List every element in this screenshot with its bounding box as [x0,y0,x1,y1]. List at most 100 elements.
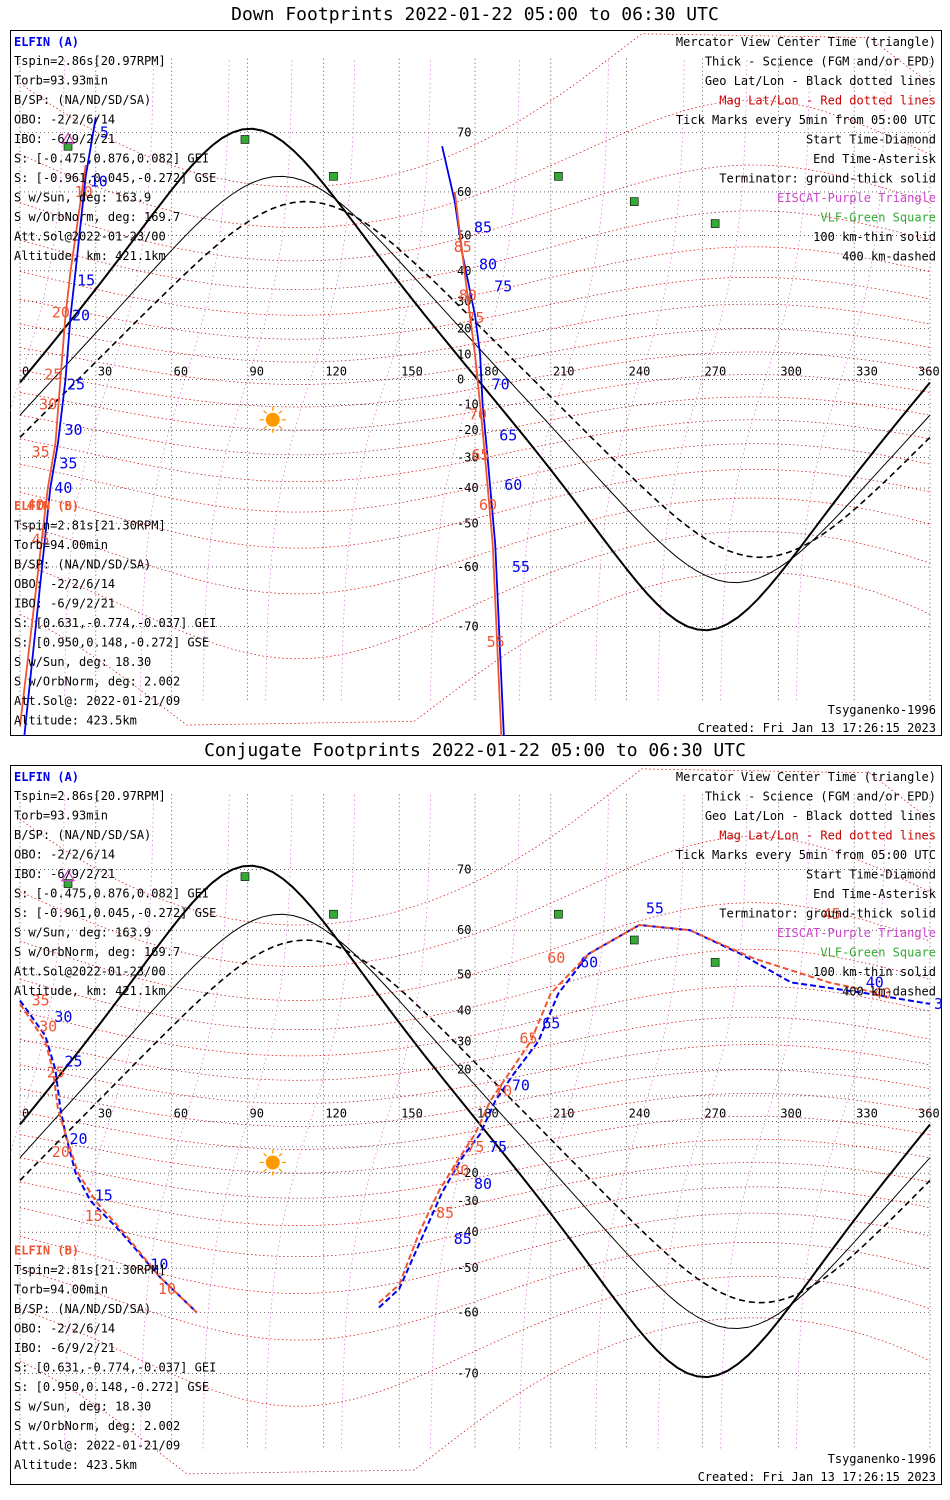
terminator-400km [19,200,931,559]
track-tick-label: 35 [32,443,50,461]
legend-line: 400 km-dashed [842,250,936,264]
mag-meridian [139,794,230,1449]
elfin-a-info-line: Torb=93.93min [14,74,108,88]
x-tick-label: 120 [325,364,347,378]
sun-marker [265,412,280,427]
track-tick-label: 55 [512,558,530,576]
elfin-b-info-line: Att.Sol@: 2022-01-21/09 [14,1439,180,1453]
elfin-b-info-line: OBO: -2/2/6/14 [14,577,115,591]
legend-line: Mag Lat/Lon - Red dotted lines [719,94,936,108]
y-tick-label: -70 [457,1366,479,1380]
y-tick-label: 70 [457,862,471,876]
elfin-b-info-line: Torb=94.00min [14,538,108,552]
track-tick-label: 65 [471,446,489,464]
mag-meridian [341,794,431,1449]
legend-line: Thick - Science (FGM and/or EPD) [705,790,936,804]
track-tick-label: 65 [519,1030,537,1048]
elfin-a-info-line: S w/OrbNorm, deg: 169.7 [14,945,180,959]
track-tick-label: 10 [158,1280,176,1298]
track-tick-label: 25 [64,1052,82,1070]
x-tick-label: 90 [250,364,264,378]
model-label: Tsyganenko-1996 [828,1452,936,1466]
track-tick-label: 15 [85,1207,103,1225]
mag-parallel [19,443,931,513]
vlf-site-marker [629,935,639,945]
track-tick-label: 45 [823,905,841,923]
sun-ray [263,1168,267,1173]
vlf-site-marker [329,172,338,181]
mag-parallel [19,571,931,726]
elfin-a-label: ELFIN (A) [14,770,79,784]
y-tick-label: -30 [457,451,479,465]
x-tick-label: 0 [22,364,29,378]
map-frame [10,30,942,736]
elfin-b-info-line: S w/Sun, deg: 18.30 [14,655,151,669]
track-tick-label: 15 [95,1186,113,1204]
y-tick-label: 50 [457,968,471,982]
elfin-b-info-line: S: [0.950,0.148,-0.272] GSE [14,1380,209,1394]
y-tick-label: -30 [457,1194,479,1208]
legend-line: Tick Marks every 5min from 05:00 UTC [676,113,936,127]
mag-parallel [19,164,931,262]
mag-meridian [10,58,65,413]
y-tick-label: -50 [457,1261,479,1275]
x-tick-label: 330 [856,364,878,378]
sun-ray [263,410,267,414]
track-tick-label: 30 [54,1008,72,1026]
x-tick-label: 270 [705,364,727,378]
y-tick-label: 60 [457,923,471,937]
mag-meridian [430,794,520,1449]
x-tick-label: 120 [325,1106,347,1120]
mag-meridian [139,58,230,701]
elfin-b-info-line: Altitude: 423.5km [14,1458,137,1472]
track-tick-label: 35 [59,454,77,472]
elfin-a-info-line: S w/Sun, deg: 163.9 [14,926,151,940]
track-tick-label: 5 [100,123,109,141]
track-elfin-b [453,191,503,736]
legend-line: Start Time-Diamond [806,868,936,882]
elfin-a-info-line: OBO: -2/2/6/14 [14,848,115,862]
vlf-site-marker [63,879,73,888]
track-tick-label: 30 [39,1018,57,1036]
elfin-a-info-line: S: [-0.475,0.876,0.082] GEI [14,152,209,166]
x-tick-label: 180 [477,364,499,378]
elfin-a-info-line: Altitude, km: 421.1km [14,249,166,263]
sun-ray [263,425,267,430]
track-tick-label: 80 [459,286,477,304]
elfin-b-info-line: Tspin=2.81s[21.30RPM] [14,1263,166,1277]
created-label: Created: Fri Jan 13 17:26:15 2023 [698,1470,936,1484]
track-tick-label: 25 [67,375,85,393]
track-tick-label: 40 [866,973,884,991]
track-tick-label: 70 [492,375,510,393]
mag-meridian [10,794,65,1156]
track-tick-label: 85 [474,219,492,237]
y-tick-label: 20 [457,1063,471,1077]
vlf-site-marker [329,909,338,919]
elfin-a-info-line: IBO: -6/9/2/21 [14,132,115,146]
mag-parallel [19,33,931,188]
legend-line: Start Time-Diamond [806,133,936,147]
mag-meridian [594,58,685,701]
x-tick-label: 180 [477,1106,499,1120]
sun-ray [278,1152,283,1157]
y-tick-label: 10 [457,347,471,361]
legend-line: Terminator: ground-thick solid [719,172,936,186]
x-tick-label: 240 [629,364,651,378]
elfin-a-info-line: B/SP: (NA/ND/SD/SA) [14,828,151,842]
track-tick-label: 80 [479,255,497,273]
mag-meridian [657,58,748,701]
x-tick-label: 210 [553,364,575,378]
x-tick-label: 210 [553,1106,575,1120]
track-tick-label: 10 [75,183,93,201]
track-tick-label: 85 [454,1230,472,1248]
elfin-a-info-line: S: [-0.961,0.045,-0.272] GSE [14,171,216,185]
elfin-a-info-line: B/SP: (NA/ND/SD/SA) [14,93,151,107]
mag-parallel [19,902,931,1001]
track-tick-label: 20 [72,306,90,324]
mag-parallel [19,1162,931,1226]
sun-ray [278,425,283,430]
x-tick-label: 270 [705,1106,727,1120]
terminator-ground [19,127,931,632]
model-label: Tsyganenko-1996 [828,703,936,717]
legend-line: Mercator View Center Time (triangle) [676,770,936,784]
